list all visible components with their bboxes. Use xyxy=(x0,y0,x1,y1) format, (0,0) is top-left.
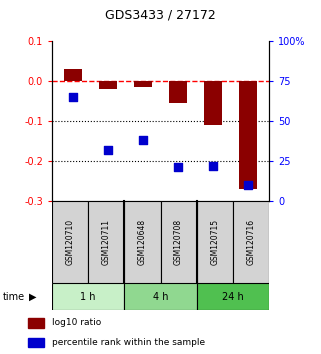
Text: GSM120715: GSM120715 xyxy=(210,219,219,265)
Text: GSM120710: GSM120710 xyxy=(65,219,74,265)
Text: log10 ratio: log10 ratio xyxy=(52,318,101,327)
Bar xyxy=(204,81,222,125)
Text: 1 h: 1 h xyxy=(81,291,96,302)
Text: percentile rank within the sample: percentile rank within the sample xyxy=(52,338,205,347)
Bar xyxy=(124,283,197,310)
Bar xyxy=(28,318,44,327)
Text: 4 h: 4 h xyxy=(153,291,168,302)
Bar xyxy=(134,81,152,87)
Point xyxy=(140,137,145,143)
Point xyxy=(105,147,110,153)
Text: 24 h: 24 h xyxy=(222,291,244,302)
Point xyxy=(176,165,181,170)
Text: GDS3433 / 27172: GDS3433 / 27172 xyxy=(105,8,216,21)
Bar xyxy=(64,69,82,81)
Text: GSM120711: GSM120711 xyxy=(102,219,111,265)
Text: GSM120648: GSM120648 xyxy=(138,219,147,265)
Point xyxy=(70,94,75,100)
Bar xyxy=(233,201,269,283)
Bar xyxy=(52,283,124,310)
Bar xyxy=(124,201,160,283)
Bar xyxy=(197,201,233,283)
Bar xyxy=(52,201,88,283)
Bar xyxy=(197,283,269,310)
Bar xyxy=(88,201,124,283)
Text: time: time xyxy=(3,291,25,302)
Bar xyxy=(99,81,117,89)
Point xyxy=(211,163,216,169)
Bar xyxy=(169,81,187,103)
Text: GSM120716: GSM120716 xyxy=(247,219,256,265)
Bar xyxy=(28,338,44,347)
Text: ▶: ▶ xyxy=(29,291,36,302)
Point xyxy=(246,182,251,188)
Text: GSM120708: GSM120708 xyxy=(174,219,183,265)
Bar xyxy=(160,201,197,283)
Bar xyxy=(239,81,257,189)
